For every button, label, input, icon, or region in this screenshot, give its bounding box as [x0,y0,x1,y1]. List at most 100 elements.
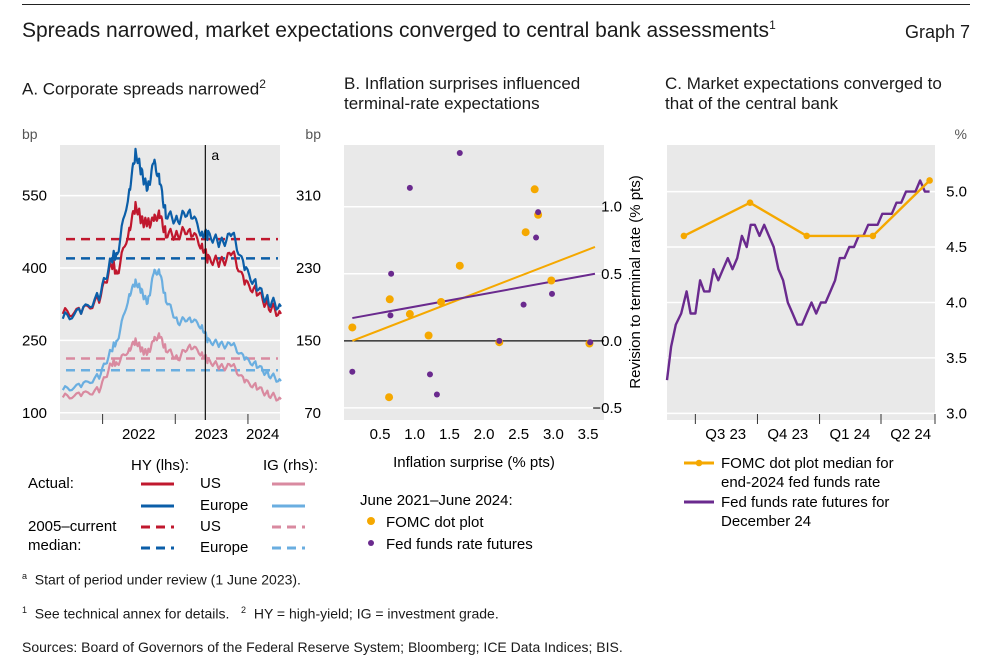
panel-c-x-tick-label: Q4 23 [767,426,808,443]
panel-c-legend-fomc-marker [695,459,703,467]
panel-c-subtitle: C. Market expectations converged to that … [665,74,942,113]
panel-b-plot-area [344,145,604,420]
panel-b-subtitle: B. Inflation surprises influenced termina… [344,74,581,113]
panel-c-x-tick-label: Q3 23 [705,426,746,443]
legend-ig-header: IG (rhs): [263,457,318,474]
panel-a-subtitle: A. Corporate spreads narrowed2 [22,77,266,99]
panel-b-futures-point [387,312,394,319]
panel-c-fomc-point [926,177,933,184]
panel-a-x-tick-label: 2023 [195,426,228,443]
panel-b-x-tick: 0.5 [370,426,391,443]
panel-b-fomc-point [385,393,394,402]
panel-b-futures-point [535,209,542,216]
panel-b-futures-point [426,371,433,378]
panel-b-futures-point [520,301,527,308]
panel-c-legend-ff-2: December 24 [721,513,811,530]
panel-b-futures-point [549,290,555,297]
legend-hy-header: HY (lhs): [131,457,189,474]
panel-a-right-unit: bp [305,126,321,142]
panel-a-series-line [61,147,282,321]
panel-a-series-line [61,200,282,318]
panel-b-fomc-point [547,276,556,285]
panel-a-left-tick: 250 [22,332,47,349]
panel-a-x-tick-label: 2022 [122,426,155,443]
panel-c-y-tick: 4.0 [946,294,967,311]
legend-region-label: Europe [200,539,248,556]
panel-b-futures-point [388,270,395,277]
panel-b-futures-point [456,150,463,157]
panel-b-x-tick: 1.5 [439,426,460,443]
panel-b-legend-fomc-marker [367,517,375,525]
panel-b-x-tick: 2.5 [508,426,529,443]
panel-a-left-tick: 100 [22,405,47,422]
footnote-1-2: 1 See technical annex for details. 2 HY … [22,605,499,622]
panel-c-legend-fomc-1: FOMC dot plot median for [721,455,894,472]
panel-c-futures-line [665,179,930,381]
panel-c-legend-fomc-2: end-2024 fed funds rate [721,474,880,491]
panel-b-legend-ff: Fed funds rate futures [386,536,533,553]
legend-median-label-1: 2005–current [28,518,117,535]
panel-b-futures-point [496,337,503,344]
panel-a-right-tick: 230 [296,260,321,277]
panel-b-y-tick: 0.5 [601,266,622,283]
panel-c-right-unit: % [955,126,967,142]
panel-c-x-tick-label: Q2 24 [890,426,931,443]
panel-a-left-tick: 400 [22,260,47,277]
panel-a-left-unit: bp [22,126,38,142]
panel-b-y-tick: 1.0 [601,199,622,216]
legend-region-label: US [200,518,221,535]
panel-c-fomc-point [803,232,811,240]
panel-b-legend-fomc: FOMC dot plot [386,514,484,531]
legend-median-label-2: median: [28,537,81,554]
graph-number: Graph 7 [904,22,970,42]
graph-title: Spreads narrowed, market expectations co… [22,18,776,42]
panel-b-fomc-point [405,310,414,319]
panel-b-futures-point [533,234,540,241]
panel-b-x-label: Inflation surprise (% pts) [393,454,555,471]
panel-b-fomc-point [424,331,433,340]
panel-b-futures-point [406,184,413,191]
legend-actual-label: Actual: [28,475,74,492]
panel-c-y-tick: 3.5 [946,350,967,367]
panel-b-fomc-point [385,295,394,304]
footnote-a: a Start of period under review (1 June 2… [22,571,301,588]
panel-b-futures-point [349,368,356,375]
panel-b-y-label: Revision to terminal rate (% pts) [627,175,644,388]
panel-c-fomc-point [680,232,688,240]
top-rule [22,4,970,5]
panel-c-y-tick: 5.0 [946,184,967,201]
panel-b-x-tick: 3.5 [578,426,599,443]
panel-a-right-tick: 150 [296,332,321,349]
panel-b-legend-title: June 2021–June 2024: [360,492,513,509]
panel-b-legend-ff-marker [368,540,374,546]
panel-b-y-tick: 0.0 [601,333,622,350]
panel-b-x-tick: 1.0 [404,426,425,443]
panel-a-marker-label: a [211,147,219,163]
panel-a-left-tick: 550 [22,188,47,205]
panel-b-fit-line [351,246,596,342]
panel-c-legend-ff-1: Fed funds rate futures for [721,494,889,511]
panel-c-x-tick-label: Q1 24 [830,426,871,443]
panel-b-fomc-point [348,323,357,332]
legend-region-label: US [200,475,221,492]
panel-a-series-line [61,268,282,392]
panel-c-y-tick: 3.0 [946,405,967,422]
sources: Sources: Board of Governors of the Feder… [22,639,623,655]
panel-b-x-tick: 2.0 [474,426,495,443]
panel-c-fomc-point [869,232,877,240]
panel-b-futures-point [433,391,440,398]
panel-c-fomc-point [746,199,754,206]
panel-b-fomc-point [437,297,446,306]
panel-a-right-tick: 70 [304,405,321,422]
panel-b-futures-point [587,339,594,346]
panel-a-right-tick: 310 [296,188,321,205]
panel-c-y-tick: 4.5 [946,239,967,256]
panel-a-series-line [61,332,282,402]
panel-b-fomc-point [530,185,539,194]
panel-b-fomc-point [521,228,530,237]
panel-a-x-tick-label: 2024 [246,426,279,443]
panel-b-x-tick: 3.0 [543,426,564,443]
